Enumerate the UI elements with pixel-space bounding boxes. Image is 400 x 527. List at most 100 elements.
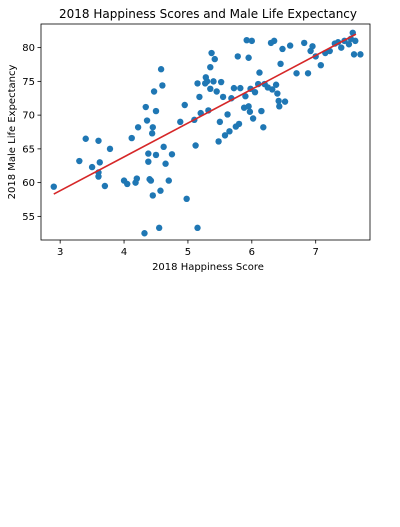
data-point xyxy=(208,49,215,57)
data-point xyxy=(248,37,256,45)
data-point xyxy=(194,80,201,87)
data-point xyxy=(101,182,109,190)
data-point xyxy=(82,135,89,142)
data-point xyxy=(145,158,152,165)
data-point xyxy=(213,88,220,95)
data-point xyxy=(203,78,211,85)
data-point xyxy=(95,137,102,144)
data-point xyxy=(88,163,96,171)
data-point xyxy=(145,150,152,157)
data-point xyxy=(226,128,233,135)
data-point xyxy=(76,157,83,165)
data-point xyxy=(124,180,131,188)
data-point xyxy=(155,224,163,232)
data-point xyxy=(277,60,284,68)
data-point xyxy=(304,70,312,77)
data-point xyxy=(309,43,316,50)
data-point xyxy=(251,88,259,96)
data-point xyxy=(210,78,217,85)
data-point xyxy=(270,37,278,45)
data-point xyxy=(272,81,280,88)
data-point xyxy=(149,192,156,199)
data-point xyxy=(217,78,225,86)
data-point xyxy=(133,175,141,182)
data-point xyxy=(286,42,294,49)
x-axis-label: 2018 Happiness Score xyxy=(152,262,264,273)
data-point xyxy=(147,177,155,184)
data-point xyxy=(269,86,276,93)
data-point xyxy=(211,55,218,63)
data-point xyxy=(246,108,254,115)
data-point xyxy=(219,93,227,101)
data-point xyxy=(224,111,231,118)
data-point xyxy=(352,37,359,45)
data-point xyxy=(256,69,263,76)
data-point xyxy=(276,103,283,110)
data-point xyxy=(357,51,364,58)
data-point xyxy=(274,90,281,97)
data-point xyxy=(157,66,165,73)
data-point xyxy=(142,103,149,111)
data-point xyxy=(134,124,142,131)
y-tick-label: 75 xyxy=(22,77,35,88)
plot-area: 55 60 65 70 75 80 3 4 5 6 7 xyxy=(22,23,371,258)
data-point xyxy=(192,142,199,149)
y-tick-label: 70 xyxy=(22,111,35,122)
data-point xyxy=(293,70,300,77)
data-point xyxy=(216,118,224,126)
data-point xyxy=(160,143,167,151)
data-point xyxy=(143,117,151,124)
data-point xyxy=(168,151,176,158)
data-point xyxy=(183,195,190,203)
data-point xyxy=(207,63,214,71)
data-point xyxy=(243,37,250,44)
data-point xyxy=(350,51,358,58)
data-point xyxy=(194,224,201,232)
data-points xyxy=(50,29,364,237)
x-tick-label: 5 xyxy=(185,247,191,258)
axes-frame xyxy=(40,23,371,241)
data-point xyxy=(235,120,243,128)
data-point xyxy=(159,82,166,89)
y-tick-label: 60 xyxy=(22,178,35,189)
y-tick-label: 65 xyxy=(22,144,35,155)
data-point xyxy=(245,103,252,110)
data-point xyxy=(207,85,214,93)
y-tick-label: 55 xyxy=(22,212,35,223)
data-point xyxy=(148,130,156,137)
data-point xyxy=(150,88,158,95)
data-point xyxy=(128,134,135,142)
data-point xyxy=(152,107,160,115)
data-point xyxy=(258,107,265,115)
y-axis-label: 2018 Male Life Expectancy xyxy=(7,65,18,200)
x-tick-label: 3 xyxy=(57,247,63,258)
data-point xyxy=(249,115,257,122)
data-point xyxy=(152,151,160,159)
data-point xyxy=(215,138,222,145)
trend-line xyxy=(53,33,357,195)
data-point xyxy=(275,97,282,105)
data-point xyxy=(181,101,188,109)
x-axis-ticks: 3 4 5 6 7 xyxy=(57,240,319,258)
data-point xyxy=(301,39,308,47)
data-point xyxy=(317,61,325,69)
data-point xyxy=(177,118,184,126)
chart-title: 2018 Happiness Scores and Male Life Expe… xyxy=(59,7,357,21)
y-axis-ticks: 55 60 65 70 75 80 xyxy=(22,43,41,223)
x-tick-label: 4 xyxy=(121,247,127,258)
data-point xyxy=(162,160,169,167)
x-tick-label: 6 xyxy=(249,247,255,258)
data-point xyxy=(96,159,103,166)
data-point xyxy=(345,41,353,48)
data-point xyxy=(106,145,114,153)
data-point xyxy=(157,187,164,194)
data-point xyxy=(221,132,229,139)
data-point xyxy=(279,45,286,53)
data-point xyxy=(245,54,252,61)
trend-line-group xyxy=(53,33,357,195)
data-point xyxy=(230,84,238,92)
data-point xyxy=(234,53,241,60)
data-point xyxy=(50,183,57,190)
